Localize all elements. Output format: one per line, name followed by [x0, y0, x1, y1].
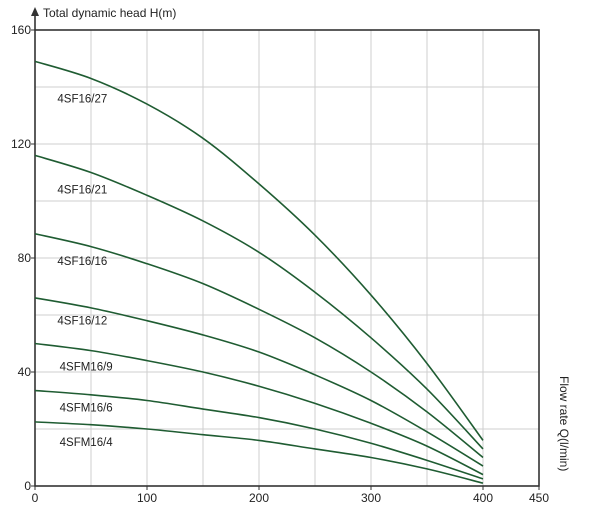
y-axis-title: Total dynamic head H(m)	[43, 6, 176, 20]
x-tick-label: 450	[529, 491, 549, 505]
series-label: 4SF16/27	[57, 93, 107, 105]
series-label: 4SFM16/9	[60, 361, 113, 373]
series-lines	[34, 60, 484, 484]
y-tick-label: 120	[11, 137, 31, 151]
x-axis-title: Flow rate Q(l/min)	[557, 376, 571, 471]
tick-labels: 0 100 200 300 400 450 0 40 80 120 160	[11, 23, 549, 505]
series-line-4sf16-16	[34, 233, 484, 459]
series-line-4sfm16-6	[34, 389, 484, 480]
y-tick-label: 160	[11, 23, 31, 37]
axes	[31, 7, 39, 30]
series-label: 4SF16/16	[57, 256, 107, 268]
x-tick-label: 0	[32, 491, 39, 505]
series-label: 4SF16/21	[57, 185, 107, 197]
series-line-4sf16-12	[34, 297, 484, 467]
y-axis-arrow-head	[31, 7, 39, 16]
series-label: 4SFM16/6	[60, 403, 113, 415]
series-label: 4SF16/12	[57, 316, 107, 328]
series-labels: 4SF16/27 4SF16/21 4SF16/16 4SF16/12 4SFM16/9…	[57, 93, 113, 448]
x-tick-label: 100	[137, 491, 157, 505]
x-tick-label: 300	[361, 491, 381, 505]
x-tick-label: 200	[249, 491, 269, 505]
grid-lines	[35, 30, 539, 486]
series-label: 4SFM16/4	[60, 437, 114, 449]
series-line-4sf16-27	[34, 60, 484, 441]
series-line-4sf16-21	[34, 154, 484, 450]
y-tick-label: 0	[24, 479, 31, 493]
series-line-4sfm16-4	[34, 421, 484, 484]
series-line-4sfm16-9	[34, 342, 484, 476]
y-tick-label: 40	[18, 365, 32, 379]
x-tick-label: 400	[473, 491, 493, 505]
y-tick-label: 80	[18, 251, 32, 265]
